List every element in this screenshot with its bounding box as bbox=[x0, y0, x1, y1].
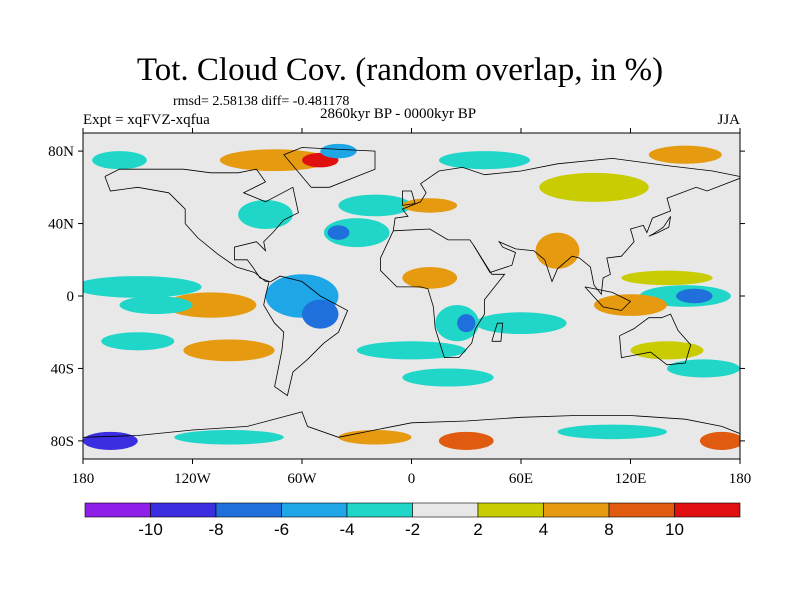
field-patch bbox=[338, 430, 412, 445]
y-tick-label: 80N bbox=[48, 144, 74, 160]
field-patch bbox=[630, 341, 704, 360]
colorbar-label: -2 bbox=[405, 520, 420, 539]
field-patch bbox=[621, 270, 713, 286]
colorbar-swatch bbox=[150, 502, 217, 518]
field-patch bbox=[238, 200, 293, 229]
field-patch bbox=[320, 143, 357, 159]
colorbar-label: 8 bbox=[604, 520, 613, 539]
x-tick-label: 120W bbox=[174, 471, 212, 487]
field-patch bbox=[648, 145, 722, 164]
field-patch bbox=[594, 294, 667, 316]
colorbar-label: 2 bbox=[473, 520, 482, 539]
field-patch bbox=[219, 149, 330, 172]
colorbar-swatch bbox=[477, 502, 544, 518]
field-patch bbox=[402, 198, 458, 213]
period-label: 2860kyr BP - 0000kyr BP bbox=[320, 106, 477, 122]
coastline bbox=[491, 322, 504, 342]
y-axis: 80N 40N 0 40S 80S bbox=[48, 144, 745, 450]
field-patch bbox=[101, 332, 175, 351]
field-patch bbox=[557, 424, 667, 440]
x-tick-label: 0 bbox=[408, 471, 416, 487]
field-patch bbox=[183, 339, 275, 362]
colorbar-swatch bbox=[412, 502, 479, 518]
field-patch bbox=[535, 232, 580, 269]
field-patch bbox=[539, 172, 649, 202]
coastline bbox=[584, 286, 632, 311]
experiment-label: Expt = xqFVZ-xqfua bbox=[83, 112, 210, 128]
x-axis: 180 120W 60W 0 60E 120E 180 bbox=[72, 128, 752, 487]
coastline bbox=[104, 168, 349, 397]
cloud-cover-field bbox=[83, 133, 740, 459]
y-tick-label: 40N bbox=[48, 217, 74, 233]
colorbar-label: -10 bbox=[138, 520, 163, 539]
colorbar-label: 4 bbox=[539, 520, 548, 539]
coastline bbox=[401, 190, 416, 206]
field-patch bbox=[323, 218, 390, 248]
field-patch bbox=[699, 431, 740, 450]
stats-line: rmsd= 2.58138 diff= -0.481178 bbox=[173, 94, 350, 109]
field-patch bbox=[402, 368, 494, 387]
field-patch bbox=[457, 314, 476, 333]
colorbar-swatch bbox=[674, 502, 741, 518]
field-patch bbox=[338, 194, 412, 217]
field-patch bbox=[83, 431, 138, 450]
field-patch bbox=[438, 151, 531, 170]
field-patch bbox=[119, 296, 193, 315]
field-patch bbox=[402, 267, 458, 289]
colorbar-label: -6 bbox=[274, 520, 289, 539]
coastline bbox=[380, 228, 506, 359]
field-patch bbox=[438, 431, 494, 450]
plot-title: Tot. Cloud Cov. (random overlap, in %) bbox=[136, 52, 664, 88]
field-patch bbox=[676, 288, 713, 304]
colorbar-swatch bbox=[84, 502, 151, 518]
coastline bbox=[392, 157, 740, 231]
coastline bbox=[648, 216, 671, 237]
x-tick-label: 60W bbox=[287, 471, 317, 487]
colorbar-label: -8 bbox=[208, 520, 223, 539]
field-patch bbox=[667, 359, 740, 378]
field-patch bbox=[356, 341, 467, 360]
coastline bbox=[619, 313, 692, 366]
field-patch bbox=[327, 225, 350, 240]
x-tick-label: 180 bbox=[72, 471, 95, 487]
colorbar-swatch bbox=[543, 502, 610, 518]
field-patch bbox=[302, 299, 339, 329]
season-label: JJA bbox=[717, 112, 740, 128]
colorbar-swatch bbox=[608, 502, 675, 518]
field-patch bbox=[165, 292, 257, 318]
field-patch bbox=[174, 430, 284, 445]
y-tick-label: 80S bbox=[51, 434, 74, 450]
x-tick-label: 60E bbox=[509, 471, 533, 487]
coastline bbox=[83, 411, 740, 438]
field-patch bbox=[475, 312, 567, 335]
x-tick-label: 120E bbox=[615, 471, 647, 487]
x-tick-label: 180 bbox=[729, 471, 752, 487]
coastline bbox=[283, 147, 376, 188]
colorbar-swatch bbox=[346, 502, 413, 518]
colorbar-swatch bbox=[281, 502, 348, 518]
field-patch bbox=[83, 276, 202, 298]
y-tick-label: 0 bbox=[67, 289, 75, 305]
colorbar: -10 -8 -6 -4 -2 2 4 8 10 bbox=[84, 502, 741, 539]
colorbar-label: -4 bbox=[339, 520, 354, 539]
y-tick-label: 40S bbox=[51, 361, 74, 377]
field-patch bbox=[92, 151, 147, 170]
coastlines bbox=[83, 147, 740, 438]
colorbar-label: 10 bbox=[665, 520, 684, 539]
colorbar-swatch bbox=[215, 502, 282, 518]
